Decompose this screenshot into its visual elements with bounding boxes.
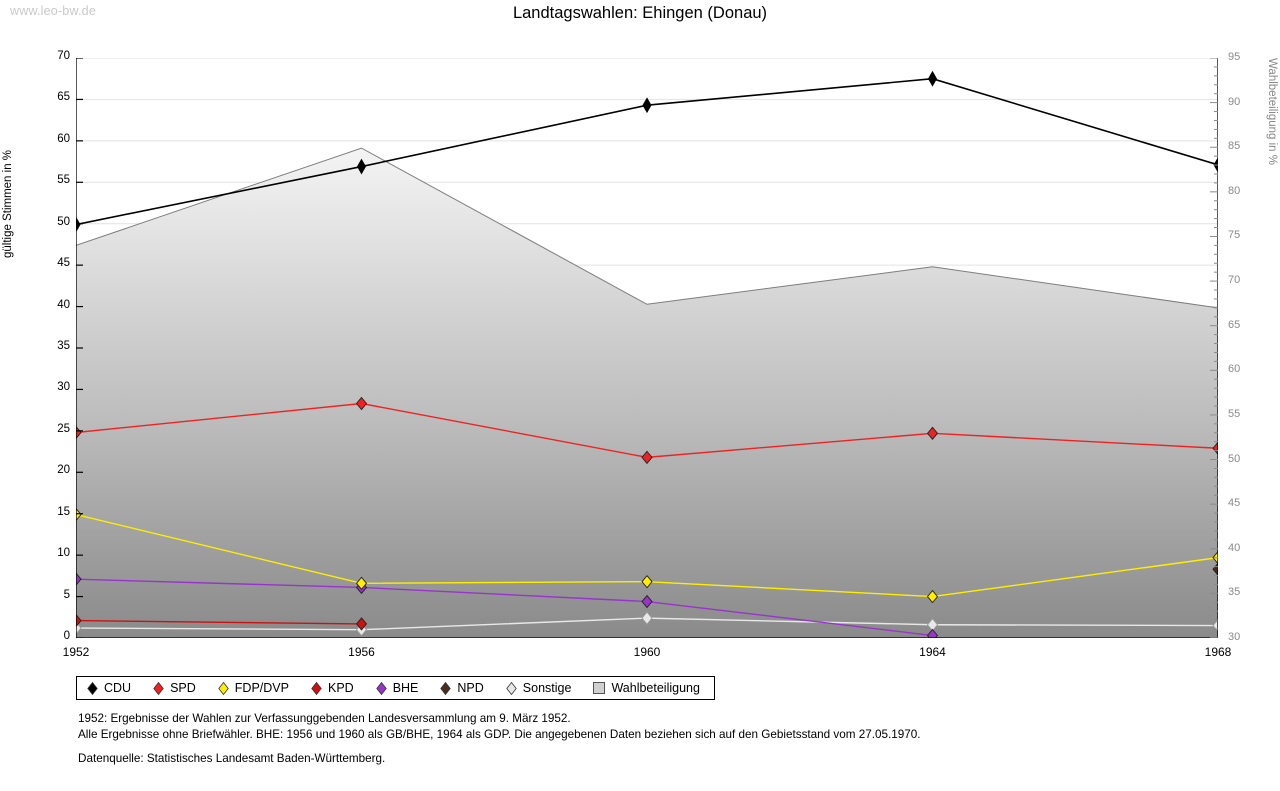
footnote-source: Datenquelle: Statistisches Landesamt Bad… xyxy=(78,752,386,765)
x-axis-tick-label: 1952 xyxy=(62,645,90,659)
data-point-spd[interactable] xyxy=(641,450,653,465)
y-axis-right-tick-label: 95 xyxy=(1228,51,1241,63)
legend-item-fdp-dvp[interactable]: FDP/DVP xyxy=(218,681,289,695)
y-axis-left-tick-label: 15 xyxy=(57,505,70,518)
data-point-cdu[interactable] xyxy=(356,158,367,175)
legend-label: CDU xyxy=(104,681,132,695)
x-axis-tick-label: 1960 xyxy=(633,645,661,659)
legend-diamond-icon xyxy=(87,681,98,695)
chart-svg xyxy=(76,58,1218,638)
data-point-spd[interactable] xyxy=(926,426,939,441)
legend-square-icon xyxy=(593,682,606,694)
watermark: www.leo-bw.de xyxy=(10,4,96,18)
legend-item-wahlbeteiligung[interactable]: Wahlbeteiligung xyxy=(593,681,700,695)
data-point-sonstige[interactable] xyxy=(641,611,653,625)
y-axis-left-tick-label: 60 xyxy=(57,132,70,145)
y-axis-left-tick-label: 65 xyxy=(57,91,70,104)
y-axis-right-tick-label: 30 xyxy=(1228,631,1241,643)
legend-diamond-icon xyxy=(440,681,452,695)
y-axis-left-tick-label: 5 xyxy=(63,588,70,601)
legend-diamond-icon xyxy=(218,681,229,695)
x-axis-tick-label: 1964 xyxy=(919,645,946,659)
y-axis-left-tick-label: 0 xyxy=(63,630,70,642)
data-point-bhe[interactable] xyxy=(641,594,653,609)
data-point-fdp-dvp[interactable] xyxy=(641,574,653,589)
data-point-sonstige[interactable] xyxy=(1212,618,1218,633)
y-axis-right-tick-label: 45 xyxy=(1228,497,1241,510)
legend-item-kpd[interactable]: KPD xyxy=(311,681,354,695)
y-axis-right-tick-label: 35 xyxy=(1228,586,1241,599)
data-point-kpd[interactable] xyxy=(355,617,368,631)
y-axis-left-tick-label: 45 xyxy=(57,257,70,270)
data-point-bhe[interactable] xyxy=(926,628,939,638)
footnote-line-2: Alle Ergebnisse ohne Briefwähler. BHE: 1… xyxy=(78,727,921,741)
y-axis-right-tick-label: 80 xyxy=(1228,184,1241,197)
y-axis-left-tick-label: 40 xyxy=(57,298,70,311)
legend-label: FDP/DVP xyxy=(234,681,289,695)
y-axis-right-tick-label: 40 xyxy=(1228,541,1241,554)
y-axis-right-tick-label: 50 xyxy=(1228,452,1241,465)
legend-item-bhe[interactable]: BHE xyxy=(375,681,419,695)
series-area-wahlbeteiligung xyxy=(76,147,1218,638)
legend-item-spd[interactable]: SPD xyxy=(153,681,196,695)
series-line-bhe xyxy=(76,578,933,637)
y-axis-right-tick-label: 60 xyxy=(1228,363,1241,376)
y-axis-left-label: gültige Stimmen in % xyxy=(2,149,14,258)
legend-label: SPD xyxy=(170,681,196,695)
data-point-cdu[interactable] xyxy=(76,216,81,233)
data-point-spd[interactable] xyxy=(355,396,368,411)
legend-item-npd[interactable]: NPD xyxy=(440,681,484,695)
y-axis-right-tick-label: 90 xyxy=(1228,95,1241,108)
y-axis-right-tick-label: 70 xyxy=(1228,274,1241,287)
chart-legend: CDU SPD FDP/DVP KPD BHE NPD Sonstige Wahlbeteil… xyxy=(76,676,715,700)
legend-label: KPD xyxy=(327,681,354,695)
y-axis-left-tick-label: 55 xyxy=(57,174,70,187)
legend-diamond-icon xyxy=(506,681,517,695)
data-point-cdu[interactable] xyxy=(927,70,938,87)
y-axis-right-label: Wahlbeteiligung in % xyxy=(1266,58,1278,165)
data-point-fdp-dvp[interactable] xyxy=(76,507,82,522)
y-axis-left-tick-label: 50 xyxy=(57,215,70,228)
y-axis-left-tick-label: 35 xyxy=(57,340,70,352)
y-axis-right-tick-label: 85 xyxy=(1228,140,1241,153)
y-axis-left-tick-label: 25 xyxy=(57,422,70,435)
y-axis-left-tick-label: 30 xyxy=(57,381,70,394)
legend-label: Sonstige xyxy=(522,681,572,695)
legend-diamond-icon xyxy=(375,681,387,695)
y-axis-left-tick-label: 20 xyxy=(57,464,70,477)
data-point-fdp-dvp[interactable] xyxy=(926,589,939,604)
y-axis-right-tick-label: 75 xyxy=(1228,229,1241,242)
legend-diamond-icon xyxy=(153,681,164,695)
legend-label: NPD xyxy=(457,681,484,695)
data-point-cdu[interactable] xyxy=(642,97,652,114)
legend-item-sonstige[interactable]: Sonstige xyxy=(506,681,572,695)
y-axis-left-tick-label: 10 xyxy=(57,547,70,560)
data-point-spd[interactable] xyxy=(1212,441,1218,455)
footnote-block: 1952: Ergebnisse der Wahlen zur Verfassu… xyxy=(78,711,921,743)
data-point-kpd[interactable] xyxy=(76,613,82,628)
legend-label: Wahlbeteiligung xyxy=(611,681,700,695)
y-axis-right-tick-label: 65 xyxy=(1228,318,1241,331)
data-point-fdp-dvp[interactable] xyxy=(355,576,368,591)
y-axis-left-tick-label: 70 xyxy=(57,50,70,62)
y-axis-right-tick-label: 55 xyxy=(1228,407,1241,420)
series-line-kpd xyxy=(76,619,362,625)
plot-area xyxy=(76,58,1218,638)
legend-diamond-icon xyxy=(311,681,322,695)
x-axis-tick-label: 1956 xyxy=(348,645,375,659)
legend-label: BHE xyxy=(392,681,419,695)
page-title: Landtagswahlen: Ehingen (Donau) xyxy=(512,4,768,22)
legend-item-cdu[interactable]: CDU xyxy=(87,681,131,695)
data-point-bhe[interactable] xyxy=(76,572,82,586)
footnote-line-1: 1952: Ergebnisse der Wahlen zur Verfassu… xyxy=(78,712,571,725)
x-axis-tick-label: 1968 xyxy=(1204,645,1232,659)
